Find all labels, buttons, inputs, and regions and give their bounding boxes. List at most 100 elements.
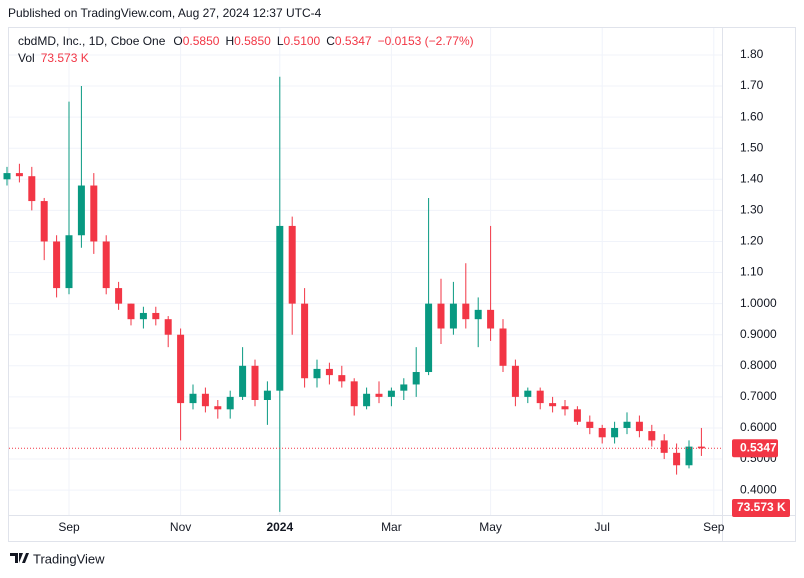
candle-body	[437, 303, 445, 329]
ohlc-value: 0.5100	[284, 34, 321, 48]
x-tick-label: May	[479, 520, 502, 534]
candle-body	[40, 201, 48, 242]
candle-body	[288, 225, 296, 304]
candle-body	[660, 440, 668, 453]
candle-body	[425, 303, 433, 373]
candle-body	[226, 396, 234, 410]
candle-body	[400, 384, 408, 391]
x-tick-label: 2024	[266, 520, 293, 534]
axes: 0.40000.50000.60000.70000.80000.90001.00…	[58, 47, 790, 534]
candle-body	[115, 288, 123, 304]
candle-body	[549, 403, 557, 407]
candle-body	[102, 241, 110, 289]
candle-body	[586, 421, 594, 428]
candle-body	[573, 409, 581, 422]
published-note: Published on TradingView.com, Aug 27, 20…	[8, 6, 322, 20]
candle-body	[598, 427, 606, 438]
candle-body	[152, 312, 160, 320]
candle-body	[524, 390, 532, 397]
last-price-label: 0.5347	[740, 440, 777, 454]
y-tick-label: 1.30	[740, 203, 764, 217]
y-tick-label: 1.10	[740, 265, 764, 279]
volume-value: 73.573 K	[41, 51, 89, 65]
volume-legend: Vol 73.573 K	[18, 51, 89, 65]
candle-body	[15, 173, 23, 177]
candle-body	[239, 365, 247, 397]
brand-logo	[10, 553, 29, 563]
candle-body	[412, 372, 420, 385]
brand: TradingView	[10, 551, 105, 566]
candle-body	[301, 303, 309, 379]
candle-body	[375, 393, 383, 397]
candle-body	[127, 303, 135, 320]
candle-body	[139, 312, 147, 320]
volume-badge	[732, 499, 790, 517]
ohlc-value: 0.5850	[234, 34, 271, 48]
candle-body	[350, 381, 358, 407]
volume-label: Vol	[18, 51, 35, 65]
x-tick-label: Mar	[381, 520, 402, 534]
candles	[3, 76, 722, 512]
y-tick-label: 1.40	[740, 171, 764, 185]
y-tick-label: 0.6000	[740, 420, 777, 434]
y-tick-label: 0.9000	[740, 327, 777, 341]
candle-body	[214, 406, 222, 410]
candle-body	[3, 173, 11, 180]
ohlc-value: 0.5850	[183, 34, 220, 48]
candle-body	[65, 235, 73, 289]
symbol: cbdMD, Inc., 1D, Cboe One	[18, 34, 166, 48]
candle-body	[462, 303, 470, 320]
chart-frame	[8, 27, 796, 542]
candle-body	[201, 393, 209, 407]
candle-body	[511, 365, 519, 397]
candle-body	[77, 185, 85, 236]
candle-body	[338, 375, 346, 382]
ohlc-label: L	[277, 34, 284, 48]
last-price-badge	[732, 439, 778, 458]
ohlc-label: H	[225, 34, 234, 48]
change: −0.0153 (−2.77%)	[378, 34, 474, 48]
candle-body	[474, 309, 482, 320]
x-tick-label: Jul	[595, 520, 610, 534]
candle-body	[251, 365, 259, 400]
candle-body	[387, 390, 395, 397]
candle-body	[487, 309, 495, 329]
ohlc-value: 0.5347	[335, 34, 372, 48]
candle-body	[363, 393, 371, 407]
y-tick-label: 1.0000	[740, 296, 777, 310]
y-tick-label: 1.60	[740, 109, 764, 123]
candle-body	[325, 368, 333, 376]
x-tick-label: Sep	[58, 520, 80, 534]
x-tick-label: Sep	[703, 520, 725, 534]
candle-body	[164, 319, 172, 335]
volume-badge-label: 73.573 K	[737, 500, 786, 514]
y-tick-label: 1.50	[740, 140, 764, 154]
candle-body	[611, 427, 619, 438]
candle-body	[623, 421, 631, 428]
ohlc-label: O	[173, 34, 182, 48]
candle-body	[449, 303, 457, 329]
y-tick-label: 1.80	[740, 47, 764, 61]
candle-body	[276, 225, 284, 391]
candle-body	[90, 185, 98, 242]
candle-body	[685, 446, 693, 466]
candle-body	[263, 390, 271, 400]
candle-body	[313, 368, 321, 379]
candle-body	[673, 452, 681, 466]
legend: cbdMD, Inc., 1D, Cboe One O0.5850 H0.5850 L…	[18, 34, 474, 48]
x-tick-label: Nov	[170, 520, 191, 534]
y-tick-label: 1.20	[740, 234, 764, 248]
candle-body	[648, 431, 656, 441]
y-tick-label: 0.7000	[740, 389, 777, 403]
candle-body	[189, 393, 197, 404]
candle-body	[28, 176, 36, 202]
y-tick-label: 0.8000	[740, 358, 777, 372]
y-tick-label: 0.4000	[740, 482, 777, 496]
candle-body	[536, 390, 544, 404]
candle-body	[635, 421, 643, 432]
candle-body	[697, 446, 705, 449]
brand-name: TradingView	[33, 551, 105, 566]
candle-body	[561, 406, 569, 410]
